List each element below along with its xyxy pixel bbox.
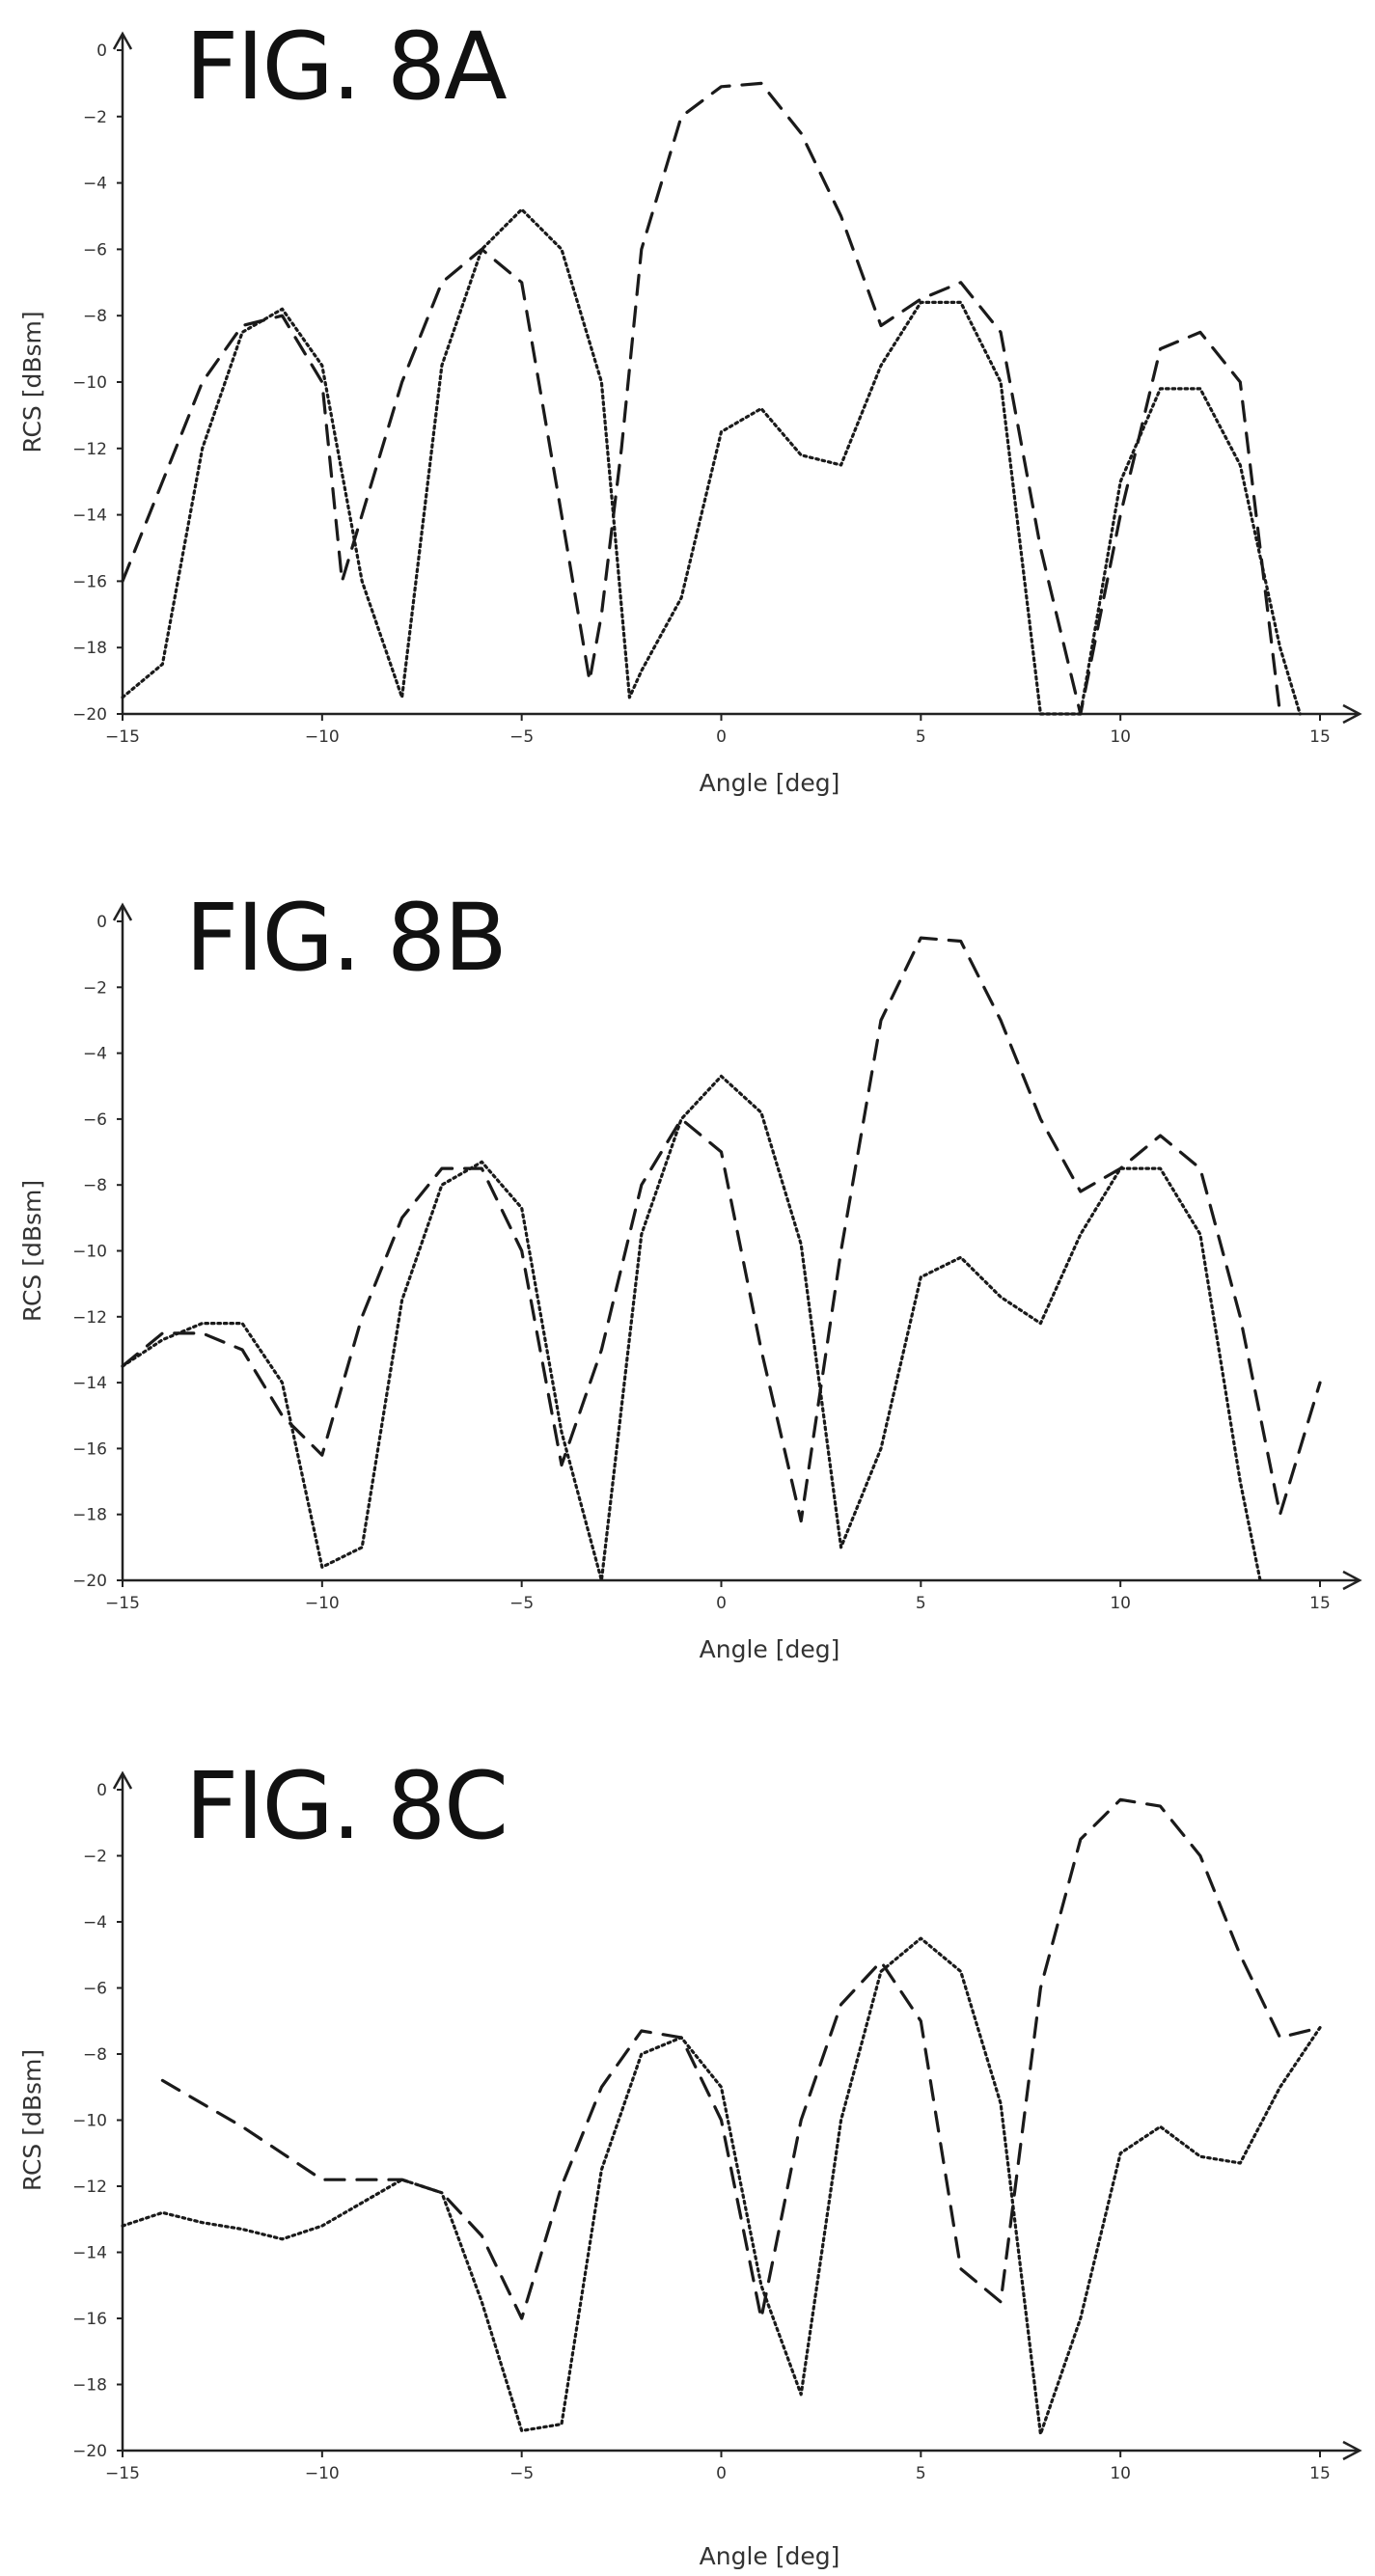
y-axis-arrow — [112, 1770, 133, 1790]
x-axis-arrow — [1342, 703, 1362, 725]
y-tick-label: 0 — [96, 41, 107, 61]
x-axis-title: Angle [deg] — [700, 1635, 840, 1663]
y-axis-title: RCS [dBsm] — [18, 311, 46, 452]
series-dashed-line — [121, 936, 1322, 1523]
x-tick-label: −10 — [305, 2464, 340, 2483]
y-tick-label: −16 — [72, 2310, 107, 2329]
x-tick-label: 10 — [1110, 2464, 1131, 2483]
x-axis-arrow — [1342, 2440, 1362, 2461]
x-tick-label: −5 — [509, 2464, 534, 2483]
y-tick-label: −10 — [72, 2112, 107, 2131]
x-tick-label: 15 — [1309, 1594, 1331, 1613]
x-tick-label: −15 — [105, 727, 140, 747]
x-tick-label: −15 — [105, 1594, 140, 1613]
y-tick-label: −18 — [72, 639, 107, 658]
x-tick-label: 5 — [916, 727, 926, 747]
y-tick-label: −16 — [72, 1439, 107, 1459]
y-tick-label: −12 — [72, 2178, 107, 2197]
chart-panel-2: 0 −2 −4 −6 −8 −10 −12 −14 −16 −18 −20 −15 −10 −5 0 5 10 1… — [18, 884, 1362, 1663]
x-tick-label: −5 — [509, 727, 534, 747]
x-axis-title: Angle [deg] — [700, 2542, 840, 2570]
y-tick-label: −2 — [83, 108, 107, 127]
y-tick-label: −16 — [72, 572, 107, 591]
y-tick-label: −6 — [83, 1110, 107, 1130]
y-tick-label: −12 — [72, 440, 107, 459]
x-tick-label: 0 — [716, 2464, 727, 2483]
y-tick-label: −8 — [83, 2045, 107, 2065]
x-axis-title: Angle [deg] — [700, 769, 840, 797]
series-dotted-line — [121, 207, 1302, 716]
y-tick-label: −6 — [83, 240, 107, 260]
y-tick-label: −2 — [83, 1848, 107, 1867]
x-tick-label: −15 — [105, 2464, 140, 2483]
y-tick-label: 0 — [96, 913, 107, 932]
x-tick-label: 10 — [1110, 727, 1131, 747]
x-tick-label: 5 — [916, 1594, 926, 1613]
x-tick-label: 15 — [1309, 727, 1331, 747]
y-axis-title: RCS [dBsm] — [18, 2049, 46, 2191]
y-tick-label: −14 — [72, 1374, 107, 1393]
y-tick-label: −8 — [83, 307, 107, 326]
y-axis-arrow — [112, 31, 133, 50]
series-dashed-line — [121, 81, 1282, 716]
y-tick-label: −4 — [83, 175, 107, 194]
x-tick-label: 10 — [1110, 1594, 1131, 1613]
x-axis-arrow — [1342, 1570, 1362, 1591]
y-tick-label: −20 — [72, 1572, 107, 1591]
y-tick-label: −18 — [72, 1506, 107, 1525]
y-tick-label: −10 — [72, 373, 107, 393]
x-tick-label: 5 — [916, 2464, 926, 2483]
chart-panel-3: 0 −2 −4 −6 −8 −10 −12 −14 −16 −18 −20 −15 −10 −5 0 5 10 1… — [18, 1752, 1362, 2570]
y-tick-label: −14 — [72, 2244, 107, 2263]
y-tick-label: −6 — [83, 1980, 107, 1999]
y-tick-label: −4 — [83, 1913, 107, 1932]
y-axis-arrow — [112, 902, 133, 921]
series-dotted-line — [121, 1074, 1262, 1582]
y-tick-label: −4 — [83, 1045, 107, 1064]
y-tick-label: −8 — [83, 1176, 107, 1195]
y-tick-label: −20 — [72, 705, 107, 725]
x-tick-label: 0 — [716, 1594, 727, 1613]
y-axis-title: RCS [dBsm] — [18, 1180, 46, 1322]
x-tick-label: 15 — [1309, 2464, 1331, 2483]
y-tick-label: −12 — [72, 1308, 107, 1328]
x-tick-label: −10 — [305, 1594, 340, 1613]
x-tick-label: 0 — [716, 727, 727, 747]
x-tick-label: −10 — [305, 727, 340, 747]
series-dashed-line — [160, 1797, 1322, 2320]
y-tick-label: −18 — [72, 2376, 107, 2396]
y-tick-label: −10 — [72, 1243, 107, 1262]
chart-panel-1: 0 −2 −4 −6 −8 −10 −12 −14 −16 −18 −20−15 −10 −5 0 5 10 1… — [18, 13, 1362, 797]
y-tick-label: −20 — [72, 2442, 107, 2461]
figure-title: FIG. 8A — [185, 13, 507, 121]
figure-title: FIG. 8C — [185, 1752, 507, 1860]
y-tick-label: −2 — [83, 978, 107, 998]
y-tick-label: −14 — [72, 507, 107, 526]
x-tick-label: −5 — [509, 1594, 534, 1613]
figure-title: FIG. 8B — [185, 884, 506, 992]
series-dotted-line — [121, 1936, 1322, 2436]
y-tick-label: 0 — [96, 1781, 107, 1800]
